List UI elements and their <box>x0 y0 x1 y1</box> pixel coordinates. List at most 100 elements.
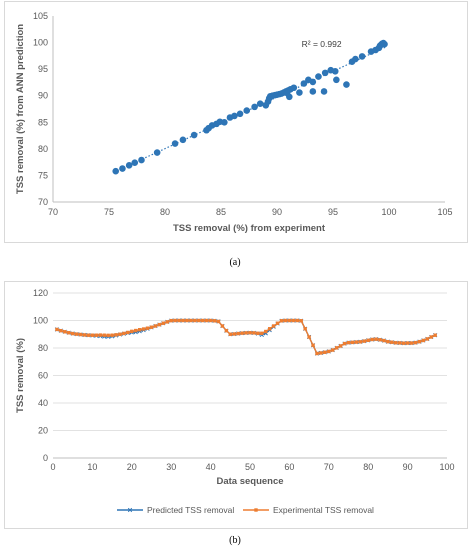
caption-b: (b) <box>229 535 241 546</box>
r-squared-annotation: R² = 0.992 <box>302 39 342 49</box>
experimental-marker <box>354 340 359 344</box>
data-point <box>381 40 388 48</box>
experimental-marker <box>94 333 99 337</box>
data-point <box>352 55 359 63</box>
x-tick-label: 70 <box>324 462 334 472</box>
experimental-marker <box>311 343 315 347</box>
scatter-chart: 70 75 80 85 90 95 100 105 70 75 80 85 90 95 100 105 TSS … <box>15 11 453 234</box>
experimental-marker <box>315 351 319 356</box>
experimental-marker <box>256 331 260 335</box>
data-point <box>221 118 228 126</box>
x-axis-title: TSS removal (%) from experiment <box>173 223 326 234</box>
experimental-marker <box>177 318 181 323</box>
experimental-marker <box>271 324 276 328</box>
x-tick-label: 105 <box>437 207 452 217</box>
experimental-marker <box>362 339 366 343</box>
data-point <box>236 110 244 118</box>
experimental-marker <box>252 331 256 335</box>
experimental-marker <box>303 327 307 331</box>
data-point <box>320 88 328 95</box>
experimental-marker <box>165 320 169 324</box>
x-tick-label: 20 <box>127 462 137 472</box>
x-tick-label: 80 <box>363 462 373 472</box>
experimental-marker <box>319 351 323 355</box>
x-tick-label: 85 <box>216 207 226 217</box>
y-tick-label: 95 <box>38 64 48 74</box>
chart-panel-a: 70 75 80 85 90 95 100 105 70 75 80 85 90 95 100 105 TSS … <box>4 1 468 243</box>
experimental-marker <box>433 333 437 337</box>
experimental-marker <box>63 330 67 334</box>
experimental-marker <box>417 339 422 344</box>
experimental-marker <box>275 321 280 325</box>
experimental-marker <box>240 331 244 335</box>
y-tick-label: 20 <box>38 426 48 436</box>
experimental-marker <box>224 328 229 333</box>
experimental-marker <box>90 333 95 337</box>
x-axis-title: Data sequence <box>216 476 283 487</box>
experimental-marker <box>327 349 331 354</box>
experimental-marker <box>254 508 258 512</box>
experimental-marker <box>126 330 130 335</box>
experimental-marker <box>130 329 134 334</box>
predicted-marker <box>127 507 133 513</box>
legend: Predicted TSS removal Experimental TSS re… <box>117 505 374 515</box>
data-point <box>300 80 308 87</box>
data-point <box>343 81 350 88</box>
experimental-marker <box>421 338 426 343</box>
experimental-marker <box>137 328 142 332</box>
experimental-marker <box>181 318 185 323</box>
line-chart: 0 20 40 60 80 100 120 0 10 20 30 40 50 60 70 80 90 100 Dat… <box>15 288 455 515</box>
experimental-line <box>56 319 436 355</box>
experimental-marker <box>161 321 166 325</box>
x-tick-label: 50 <box>245 462 255 472</box>
experimental-marker <box>145 326 150 330</box>
data-point <box>125 162 133 169</box>
experimental-marker <box>114 333 118 337</box>
experimental-marker <box>157 322 162 327</box>
experimental-marker <box>67 331 71 335</box>
experimental-marker <box>264 329 268 334</box>
y-tick-label: 80 <box>38 144 48 154</box>
y-tick-label: 75 <box>38 170 48 180</box>
experimental-marker <box>98 333 102 337</box>
experimental-marker <box>173 318 177 323</box>
experimental-marker <box>141 327 146 331</box>
experimental-marker <box>134 328 138 333</box>
experimental-marker <box>394 341 398 345</box>
experimental-marker <box>55 327 59 332</box>
experimental-marker <box>378 338 382 342</box>
experimental-marker <box>429 335 433 339</box>
experimental-marker <box>386 339 390 344</box>
experimental-marker <box>78 332 83 337</box>
data-point <box>131 159 139 166</box>
experimental-marker <box>86 333 91 337</box>
y-axis-title: TSS removal (%) <box>15 338 26 413</box>
experimental-marker <box>382 338 386 343</box>
data-point <box>315 73 322 80</box>
x-tick-label: 70 <box>48 207 58 217</box>
experimental-marker <box>346 340 351 345</box>
data-point <box>358 53 366 60</box>
data-point <box>256 100 264 107</box>
experimental-marker <box>153 324 158 328</box>
experimental-marker <box>331 348 335 352</box>
data-point <box>190 131 198 139</box>
experimental-marker <box>228 332 232 336</box>
experimental-marker <box>366 338 370 342</box>
y-tick-label: 70 <box>38 197 48 207</box>
experimental-marker <box>279 319 284 323</box>
experimental-marker <box>110 333 114 337</box>
experimental-marker <box>291 318 296 323</box>
legend-label: Predicted TSS removal <box>147 505 234 515</box>
experimental-marker <box>212 319 217 323</box>
experimental-marker <box>334 346 339 350</box>
y-tick-label: 0 <box>43 453 48 463</box>
legend-label: Experimental TSS removal <box>273 505 374 515</box>
experimental-marker <box>201 318 205 323</box>
data-point <box>290 84 298 92</box>
data-point <box>119 165 126 172</box>
x-tick-label: 90 <box>403 462 413 472</box>
experimental-marker <box>350 340 355 345</box>
experimental-marker <box>342 341 347 346</box>
data-point <box>243 107 251 114</box>
